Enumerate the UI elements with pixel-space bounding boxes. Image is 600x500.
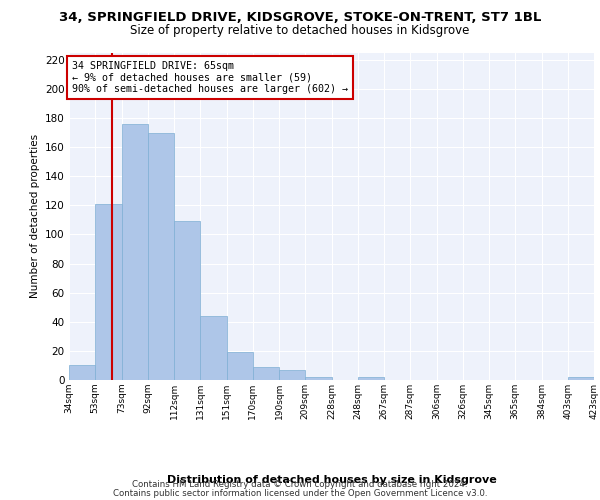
Text: 34 SPRINGFIELD DRIVE: 65sqm
← 9% of detached houses are smaller (59)
90% of semi: 34 SPRINGFIELD DRIVE: 65sqm ← 9% of deta… [72,61,348,94]
Bar [358,377,384,380]
Bar [305,377,331,380]
Bar [279,370,305,380]
X-axis label: Distribution of detached houses by size in Kidsgrove: Distribution of detached houses by size … [167,474,496,484]
Text: Contains public sector information licensed under the Open Government Licence v3: Contains public sector information licen… [113,488,487,498]
Bar [253,367,279,380]
Bar [95,204,121,380]
Text: Contains HM Land Registry data © Crown copyright and database right 2024.: Contains HM Land Registry data © Crown c… [132,480,468,489]
Bar [227,352,253,380]
Text: Size of property relative to detached houses in Kidsgrove: Size of property relative to detached ho… [130,24,470,37]
Bar [148,132,174,380]
Bar [69,366,95,380]
Bar [174,222,200,380]
Text: 34, SPRINGFIELD DRIVE, KIDSGROVE, STOKE-ON-TRENT, ST7 1BL: 34, SPRINGFIELD DRIVE, KIDSGROVE, STOKE-… [59,11,541,24]
Bar [121,124,148,380]
Bar [568,377,594,380]
Y-axis label: Number of detached properties: Number of detached properties [29,134,40,298]
Bar [200,316,227,380]
